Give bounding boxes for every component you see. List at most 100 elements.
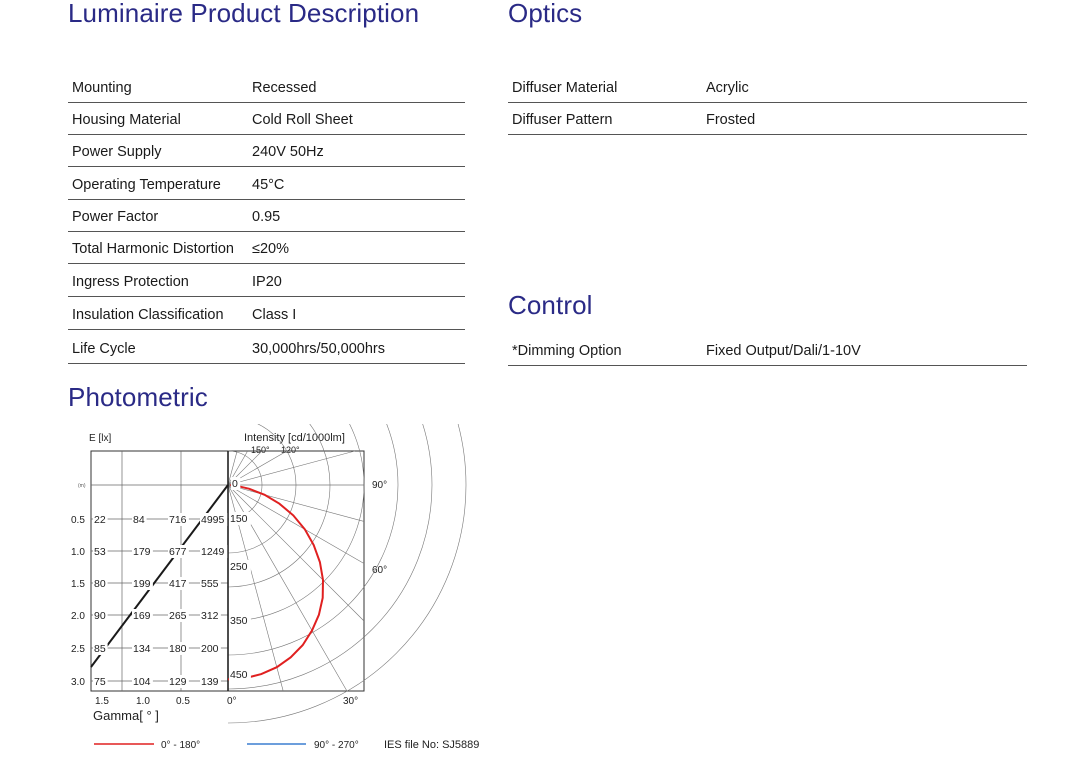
intensity-label: 450 xyxy=(230,669,248,681)
illuminance-value: 104 xyxy=(133,676,151,688)
cell-bg xyxy=(132,577,153,590)
distance-label: 3.0 xyxy=(71,677,85,688)
spec-value: Class I xyxy=(252,307,297,323)
spec-label: Insulation Classification xyxy=(72,307,224,323)
illuminance-value: 417 xyxy=(169,578,187,590)
cell-bg xyxy=(132,545,153,558)
cell-bg xyxy=(168,609,189,622)
illuminance-value: 200 xyxy=(201,643,219,655)
lx-axis-label: E [lx] xyxy=(89,433,111,444)
illuminance-value: 139 xyxy=(201,676,219,688)
polar-spoke xyxy=(227,484,365,564)
distance-label: 2.5 xyxy=(71,644,85,655)
illuminance-value: 129 xyxy=(169,676,187,688)
ies-file-number: IES file No: SJ5889 xyxy=(384,739,479,751)
product-description-title: Luminaire Product Description xyxy=(68,0,420,28)
illuminance-value: 134 xyxy=(133,643,151,655)
spec-row: Power Factor 0.95 xyxy=(68,200,465,232)
illuminance-value: 265 xyxy=(169,610,187,622)
illuminance-value: 22 xyxy=(94,514,106,526)
bottom-tick-label: 30° xyxy=(343,696,358,707)
spec-label: Operating Temperature xyxy=(72,177,221,193)
spec-label: Power Factor xyxy=(72,209,159,225)
bottom-tick-label: 0.5 xyxy=(176,696,190,707)
illuminance-value: 179 xyxy=(133,546,151,558)
spec-label: Diffuser Pattern xyxy=(512,112,613,128)
spec-row: Total Harmonic Distortion ≤20% xyxy=(68,232,465,264)
cell-bg xyxy=(168,545,189,558)
bottom-tick-label: 1.5 xyxy=(95,696,109,707)
polar-arc xyxy=(227,484,433,690)
illuminance-value: 169 xyxy=(133,610,151,622)
distance-label: 0.5 xyxy=(71,515,85,526)
spec-label: *Dimming Option xyxy=(512,343,622,359)
illuminance-value: 677 xyxy=(169,546,187,558)
right-angle-label: 90° xyxy=(372,480,387,491)
spec-value: 240V 50Hz xyxy=(252,144,324,160)
cell-bg xyxy=(200,545,228,558)
spec-row: Life Cycle 30,000hrs/50,000hrs xyxy=(68,332,465,364)
intensity-label-bg xyxy=(229,668,251,681)
intensity-label-bg xyxy=(231,477,241,490)
cell-bg xyxy=(132,675,153,688)
distance-label: 1.0 xyxy=(71,547,85,558)
spec-row: Operating Temperature 45°C xyxy=(68,168,465,200)
intensity-label: 0 xyxy=(232,478,238,490)
control-title: Control xyxy=(508,290,593,320)
illuminance-value: 312 xyxy=(201,610,219,622)
cone-line xyxy=(90,484,229,668)
intensity-label: 150 xyxy=(230,513,248,525)
illuminance-value: 53 xyxy=(94,546,106,558)
cell-bg xyxy=(200,642,221,655)
optics-title: Optics xyxy=(508,0,583,28)
spec-label: Diffuser Material xyxy=(512,80,618,96)
intensity-label: 350 xyxy=(230,615,248,627)
spec-row: Insulation Classification Class I xyxy=(68,298,465,330)
cell-bg xyxy=(93,545,108,558)
cell-bg xyxy=(132,513,147,526)
cell-bg xyxy=(168,675,189,688)
photometric-diagram: E [lx] Intensity [cd/1000lm] 150° 120° 9… xyxy=(64,246,504,760)
cell-bg xyxy=(168,577,189,590)
cell-bg xyxy=(93,609,108,622)
illuminance-value: 199 xyxy=(133,578,151,590)
cell-bg xyxy=(132,642,153,655)
spec-label: Ingress Protection xyxy=(72,274,189,290)
photometric-chart: E [lx] Intensity [cd/1000lm] 150° 120° 9… xyxy=(71,246,479,751)
right-angle-label: 60° xyxy=(372,565,387,576)
cell-bg xyxy=(132,609,153,622)
spec-value: ≤20% xyxy=(252,241,289,257)
spec-row: Housing Material Cold Roll Sheet xyxy=(68,103,465,135)
spec-value: 45°C xyxy=(252,177,285,193)
top-angle-label: 120° xyxy=(281,445,300,455)
illuminance-value: 555 xyxy=(201,578,219,590)
legend-label-0-180: 0° - 180° xyxy=(161,740,200,751)
spec-label: Life Cycle xyxy=(72,341,136,357)
polar-spoke xyxy=(227,450,355,486)
cell-bg xyxy=(93,675,108,688)
illuminance-value: 4995 xyxy=(201,514,225,526)
spec-row: Ingress Protection IP20 xyxy=(68,265,465,297)
top-angle-label: 150° xyxy=(251,445,270,455)
cell-bg xyxy=(93,642,108,655)
polar-arc xyxy=(227,484,467,724)
spec-label: Housing Material xyxy=(72,112,181,128)
spec-row: *Dimming Option Fixed Output/Dali/1-10V xyxy=(508,334,1027,366)
illuminance-value: 75 xyxy=(94,676,106,688)
cell-bg xyxy=(93,513,108,526)
illuminance-value: 85 xyxy=(94,643,106,655)
spec-label: Mounting xyxy=(72,80,132,96)
illuminance-value: 1249 xyxy=(201,546,225,558)
spec-value: Recessed xyxy=(252,80,317,96)
gamma-label: Gamma[ ° ] xyxy=(93,708,159,723)
spec-value: Fixed Output/Dali/1-10V xyxy=(706,343,861,359)
intensity-label-bg xyxy=(229,614,251,627)
intensity-label-bg xyxy=(229,560,251,573)
photometric-title: Photometric xyxy=(68,382,208,412)
cell-bg xyxy=(200,675,221,688)
illuminance-value: 716 xyxy=(169,514,187,526)
illuminance-value: 90 xyxy=(94,610,106,622)
cell-bg xyxy=(168,642,189,655)
spec-value: Cold Roll Sheet xyxy=(252,112,353,128)
intensity-axis-label: Intensity [cd/1000lm] xyxy=(244,432,345,444)
